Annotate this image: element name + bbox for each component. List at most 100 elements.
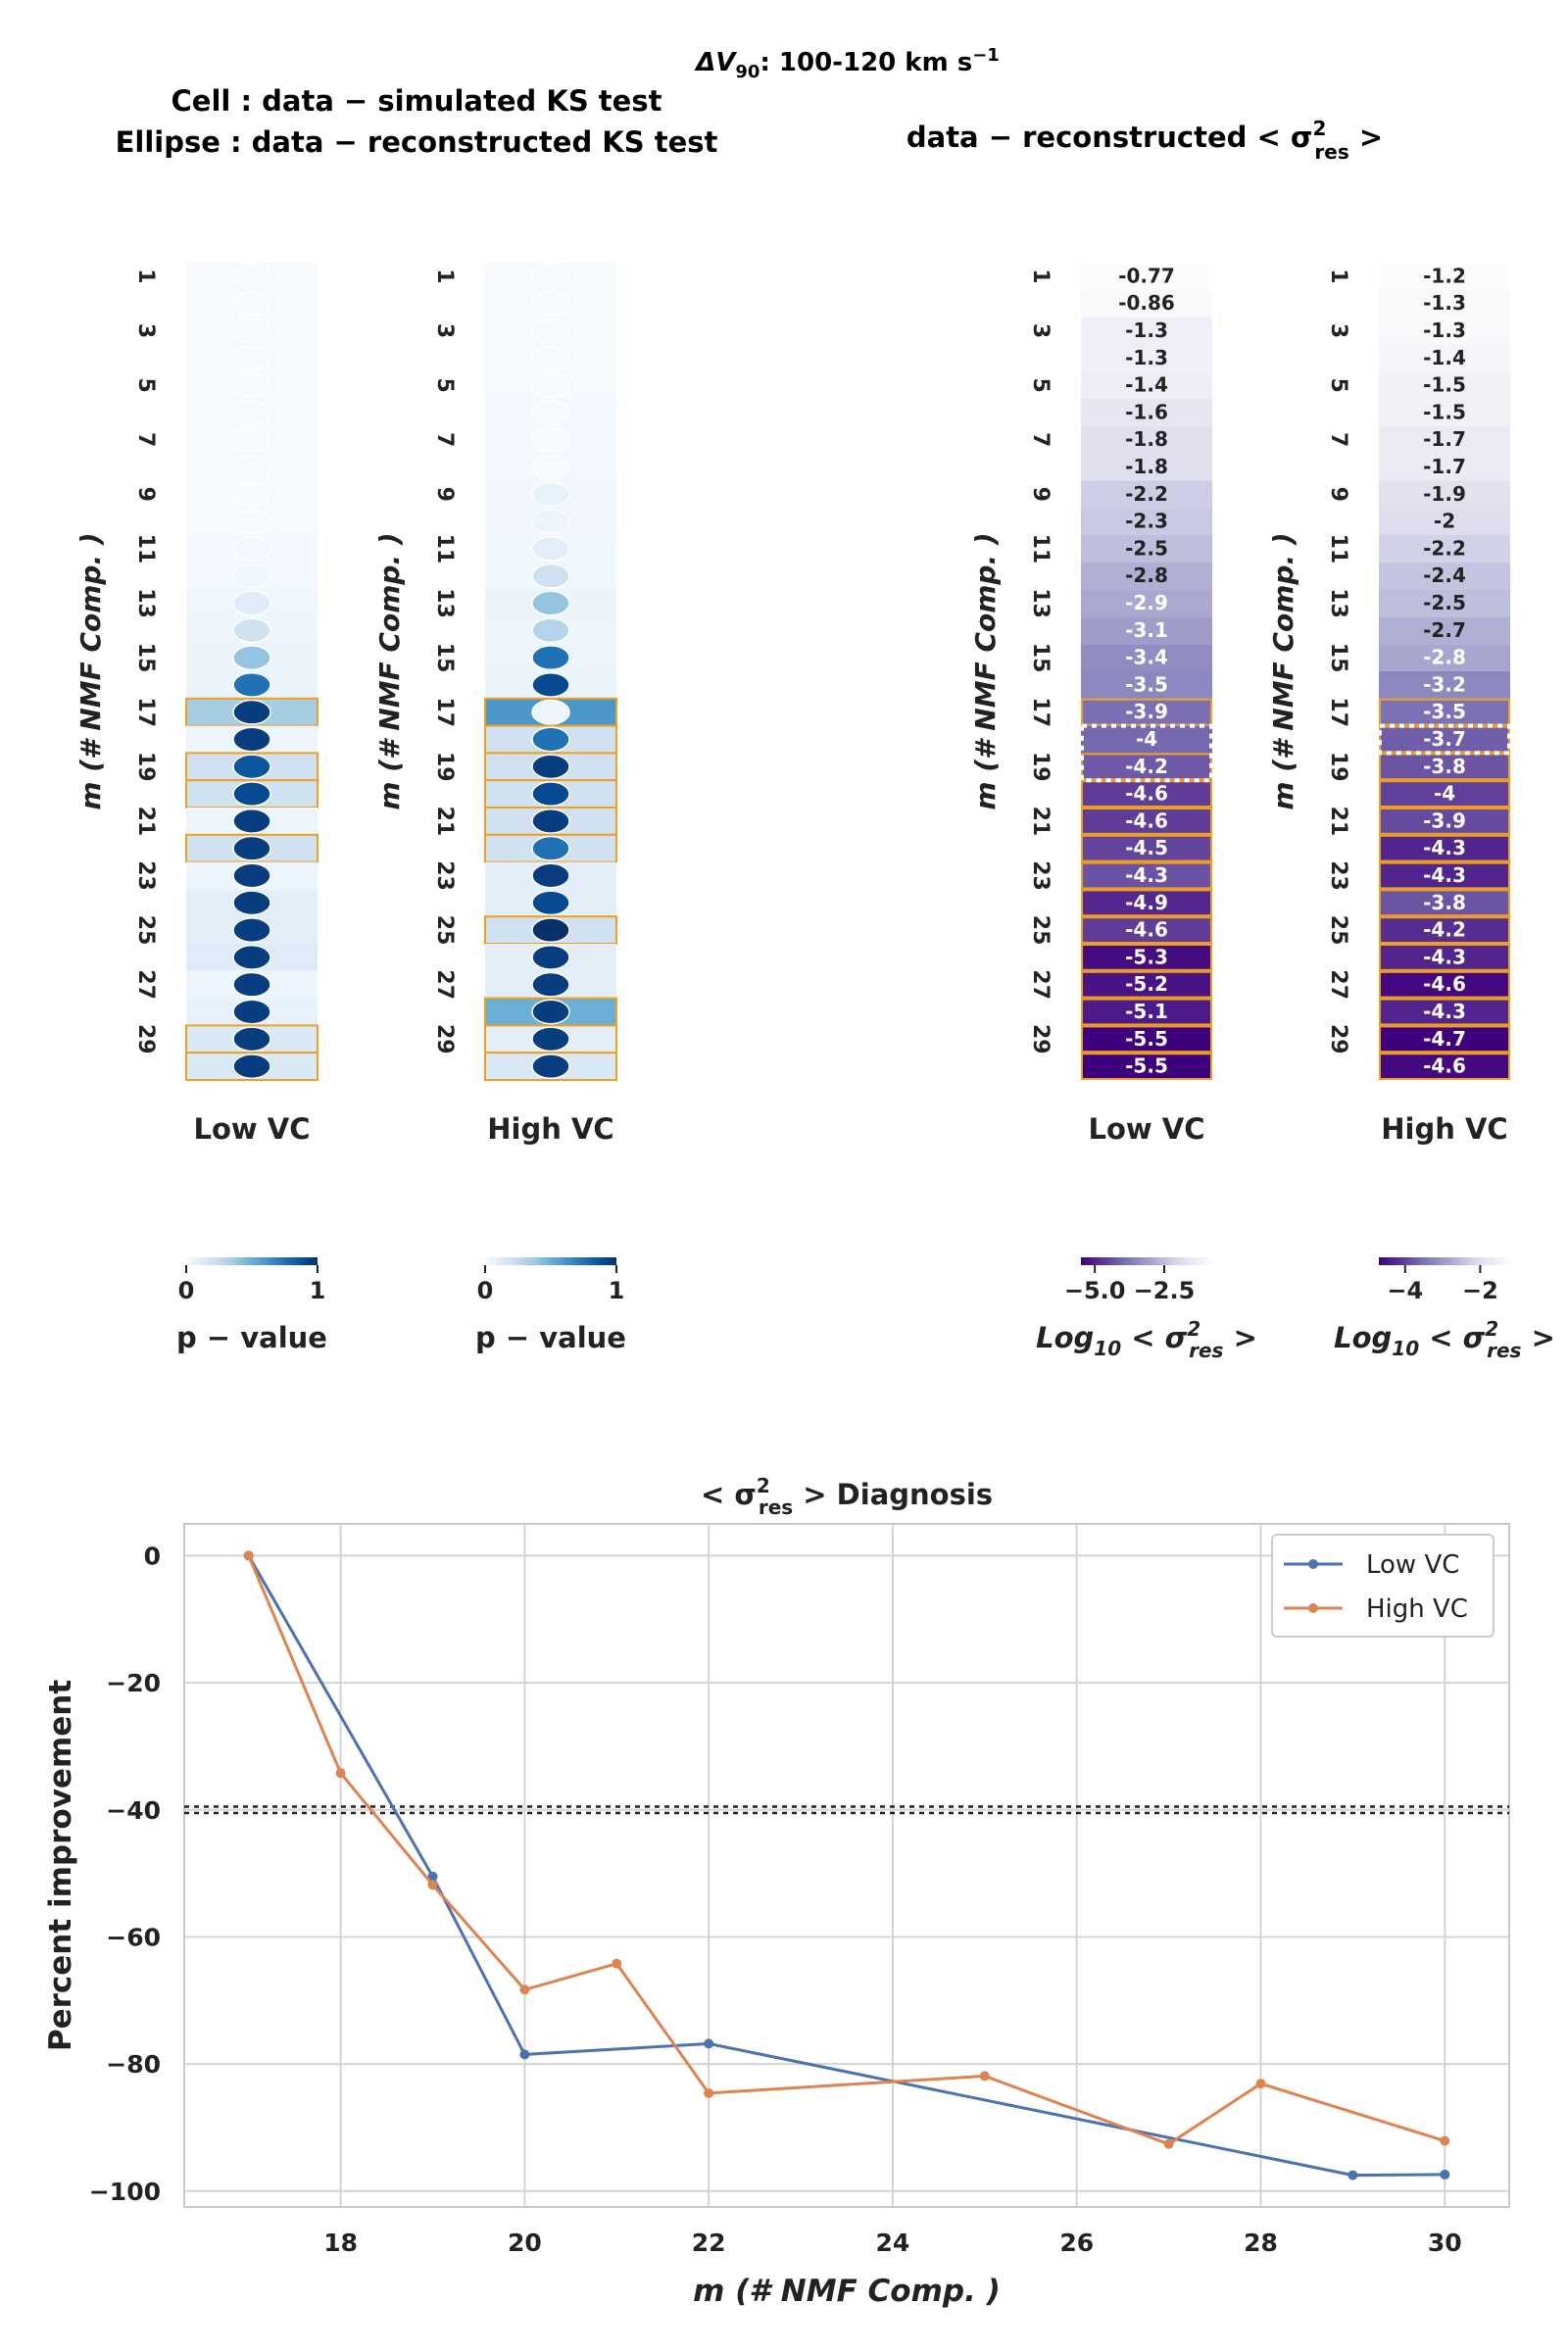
cell-value-label: -1.6 (1125, 400, 1168, 423)
cell-value-label: -2.2 (1423, 536, 1466, 560)
cell-value-label: -4 (1434, 782, 1455, 806)
y-axis-label: m (# NMF Comp. ) (1267, 532, 1299, 809)
heatmap-cell (1379, 371, 1510, 399)
p-value-ellipse (232, 454, 271, 480)
cell-value-label: -1.9 (1423, 482, 1466, 506)
colorbar (186, 1257, 318, 1265)
cell-value-label: -1.4 (1423, 346, 1466, 369)
heatmap-cell (1081, 508, 1212, 535)
heatmap-cell (1379, 998, 1510, 1026)
p-value-ellipse (531, 835, 570, 861)
colorbar-label: p − value (475, 1321, 626, 1354)
cell-value-label: -1.5 (1423, 373, 1466, 397)
y-tick-label: 1 (1028, 269, 1053, 283)
cell-value-label: -4.6 (1125, 782, 1168, 806)
cell-value-label: -1.7 (1423, 427, 1466, 451)
heatmap-cell (1379, 889, 1510, 917)
y-tick-label: 1 (133, 269, 158, 283)
y-tick-label: 7 (1028, 432, 1053, 447)
data-point (704, 2087, 714, 2098)
y-tick-label: 29 (432, 1024, 457, 1054)
cell-value-label: -2.8 (1423, 646, 1466, 669)
cell-value-label: -5.1 (1125, 1000, 1168, 1023)
heatmap-cell (1379, 562, 1510, 590)
heatmap-cell (1379, 861, 1510, 890)
colorbar-tick-label: −5.0 (1064, 1277, 1126, 1304)
p-value-ellipse (232, 808, 271, 834)
colorbar-label: p − value (176, 1321, 327, 1354)
x-axis-label: High VC (487, 1112, 613, 1146)
legend-marker (1308, 1603, 1318, 1613)
y-tick-label: 25 (1028, 915, 1053, 946)
p-value-ellipse (232, 617, 271, 644)
ks-title-line1: Cell : data − simulated KS test (172, 84, 662, 118)
heatmap-cell (1081, 317, 1212, 345)
p-value-ellipse (232, 971, 271, 998)
y-tick-label: 19 (1028, 752, 1053, 782)
p-value-ellipse (232, 671, 271, 698)
heatmap-cell (1081, 344, 1212, 372)
colorbar-tick-label: 0 (477, 1277, 494, 1304)
heatmap-cell (1081, 289, 1212, 318)
x-axis-label: m (# NMF Comp. ) (693, 2274, 1001, 2309)
y-tick-label: 7 (432, 432, 457, 447)
p-value-ellipse (531, 372, 570, 399)
data-point (427, 1880, 438, 1890)
y-tick-label: 1 (1326, 269, 1350, 283)
data-point (427, 1871, 438, 1882)
p-value-ellipse (531, 862, 570, 889)
cell-value-label: -4.2 (1423, 918, 1466, 942)
cell-value-label: -2.9 (1125, 591, 1168, 614)
cell-value-label: -1.3 (1423, 318, 1466, 342)
y-axis-label: m (# NMF Comp. ) (373, 532, 406, 809)
plot-frame (183, 1523, 1510, 2208)
cell-value-label: -4 (1136, 727, 1157, 751)
heatmap-cell (1081, 616, 1212, 645)
cell-value-label: -2.4 (1423, 564, 1466, 587)
ks-title-line2: Ellipse : data − reconstructed KS test (116, 125, 718, 159)
p-value-ellipse (232, 426, 271, 453)
heatmap-cell (1379, 671, 1510, 699)
heatmap-cell (1379, 508, 1510, 535)
p-value-ellipse (531, 754, 570, 780)
y-tick-label: 7 (133, 432, 158, 447)
heatmap-cell (1379, 344, 1510, 372)
y-tick-label: 19 (432, 752, 457, 782)
p-value-ellipse (232, 535, 271, 562)
cell-value-label: -0.86 (1118, 291, 1175, 315)
p-value-ellipse (232, 481, 271, 508)
x-axis-label: Low VC (1088, 1112, 1204, 1146)
cell-value-label: -2.7 (1423, 618, 1466, 642)
heatmap-cell (1379, 289, 1510, 318)
colorbar-tick-label: −2.5 (1134, 1277, 1196, 1304)
x-axis-label: High VC (1381, 1112, 1507, 1146)
data-point (335, 1768, 346, 1779)
highlight-box (1379, 1025, 1510, 1054)
highlight-box (1379, 916, 1510, 945)
cell-value-label: -1.8 (1125, 427, 1168, 451)
cell-value-label: -1.2 (1423, 264, 1466, 287)
highlight-box (1379, 970, 1510, 999)
x-tick-label: 18 (323, 2229, 358, 2257)
y-tick-label: 23 (1028, 860, 1053, 891)
y-tick-label: 0 (144, 1542, 161, 1570)
y-tick-label: 19 (133, 752, 158, 782)
p-value-ellipse (531, 726, 570, 753)
p-value-ellipse (232, 590, 271, 616)
data-point (1348, 2170, 1358, 2180)
y-tick-label: 3 (133, 323, 158, 338)
p-value-ellipse (531, 917, 570, 944)
heatmap-cell (1081, 916, 1212, 944)
heatmap-cell (1081, 834, 1212, 862)
heatmap-cell (1379, 834, 1510, 862)
p-value-ellipse (232, 835, 271, 861)
heatmap-cell (1081, 725, 1212, 754)
p-value-ellipse (232, 563, 271, 589)
highlight-box (1379, 889, 1510, 917)
colorbar-label: Log10 < σ2 res > (1334, 1317, 1555, 1362)
cell-value-label: -2 (1434, 510, 1455, 533)
colorbar-tick-label: −2 (1462, 1277, 1498, 1304)
heatmap-cell (1081, 753, 1212, 781)
heatmap-cell (1379, 725, 1510, 754)
